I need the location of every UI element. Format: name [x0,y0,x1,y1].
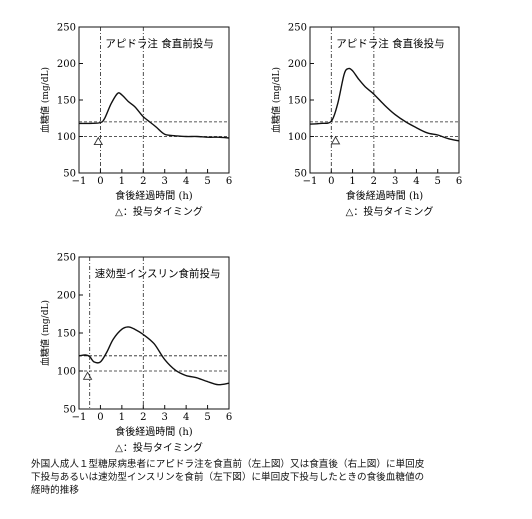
x-tick-label: 3 [162,412,168,423]
y-tick-label: 100 [57,132,76,143]
y-tick-label: 100 [288,132,307,143]
x-tick-label: 4 [413,176,419,187]
y-tick-label: 50 [63,169,76,180]
x-tick-label: 1 [349,176,355,187]
y-axis-label: 血糖値 (mg/dL) [39,300,51,366]
x-tick-label: 0 [97,412,103,423]
dose-timing-marker [93,136,104,146]
x-tick-label: 3 [162,176,168,187]
y-tick-label: 200 [288,59,307,70]
y-tick-label: 250 [57,23,76,34]
x-tick-label: −1 [303,176,318,187]
chart-panel-3: −1 0 1 2 3 4 5 6 50 100 150 200 250 食後経過時間 (h) 血糖値 (mg… [39,253,232,455]
x-tick-label: 6 [226,176,232,187]
glucose-series-line [78,92,230,139]
x-tick-label: 2 [371,176,377,187]
x-tick-label: 6 [456,176,462,187]
x-tick-label: 1 [119,412,125,423]
x-tick-label: 0 [97,176,103,187]
panel-annotation: アピドラ注 食直前投与 [105,37,213,50]
timing-note: △：投与タイミング [115,205,203,218]
x-tick-label: 3 [392,176,398,187]
timing-note: △：投与タイミング [115,441,203,454]
y-tick-label: 50 [63,405,76,416]
x-tick-label: 5 [204,176,210,187]
glucose-series-line [309,67,460,142]
x-tick-label: 5 [204,412,210,423]
x-axis-label: 食後経過時間 (h) [115,425,193,438]
y-axis-label: 血糖値 (mg/dL) [39,67,51,133]
x-tick-label: 5 [435,176,441,187]
panel-annotation: アピドラ注 食直後投与 [336,37,444,50]
y-tick-label: 150 [57,329,76,340]
y-tick-label: 250 [288,23,307,34]
y-tick-label: 200 [57,291,76,302]
y-tick-label: 100 [57,367,76,378]
x-tick-label: 4 [183,412,189,423]
caption-line-3: 経時的推移 [31,485,79,496]
caption-line-1: 外国人成人１型糖尿病患者にアピドラ注を食直前（左上図）又は食直後（右上図）に単回… [31,459,425,470]
x-tick-label: 4 [183,176,189,187]
x-tick-label: 1 [119,176,125,187]
x-tick-label: −1 [72,412,87,423]
glucose-series-line [78,326,230,386]
y-axis-label: 血糖値 (mg/dL) [270,67,282,133]
y-tick-label: 150 [57,96,76,107]
y-tick-label: 200 [57,59,76,70]
chart-panel-2: −1 0 1 2 3 4 5 6 50 100 150 200 250 食後経過時間 (h) 血糖値 (mg… [270,23,462,219]
figure-caption: 外国人成人１型糖尿病患者にアピドラ注を食直前（左上図）又は食直後（右上図）に単回… [31,458,511,497]
x-axis-label: 食後経過時間 (h) [115,189,193,202]
y-tick-label: 150 [288,96,307,107]
y-tick-label: 250 [57,253,76,264]
x-tick-label: 2 [140,176,146,187]
caption-line-2: 下投与あるいは速効型インスリンを食前（左下図）に単回皮下投与したときの食後血糖値… [31,472,425,483]
x-tick-label: 0 [328,176,334,187]
chart-panel-1: −1 0 1 2 3 4 5 6 50 100 150 200 250 食後経過時間 (h) 血糖値 (mg… [39,23,232,219]
dose-timing-marker [82,371,93,380]
x-tick-label: 6 [226,412,232,423]
panel-annotation: 速効型インスリン食前投与 [95,267,221,280]
y-tick-label: 50 [294,169,307,180]
dose-timing-marker [330,135,341,145]
timing-note: △：投与タイミング [346,205,434,218]
x-tick-label: −1 [72,176,87,187]
x-axis-label: 食後経過時間 (h) [346,189,424,202]
x-tick-label: 2 [140,412,146,423]
